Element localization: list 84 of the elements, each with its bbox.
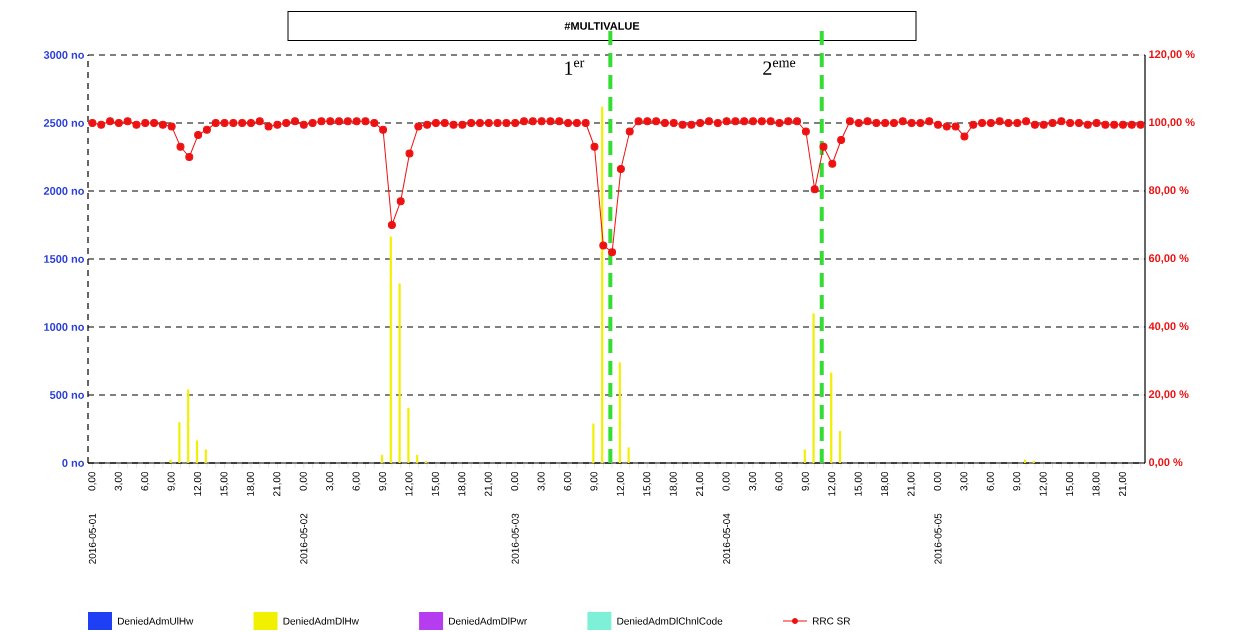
x-tick-label: 21,00 <box>1118 471 1128 497</box>
bar <box>178 422 181 463</box>
text: 2016-05-04 <box>723 513 731 564</box>
x-tick-label: 21,00 <box>484 471 493 497</box>
bar <box>204 449 207 463</box>
legend-label: RRC SR <box>812 617 851 625</box>
x-tick-label: 15,00 <box>1066 471 1075 496</box>
x-tick-label: 15,00 <box>643 471 652 496</box>
y2-tick-label: 100,00 % <box>1149 118 1195 128</box>
y2-tick-label: 40,00 % <box>1148 322 1189 332</box>
bar <box>407 407 410 463</box>
x-tick-label: 18,00 <box>1092 471 1101 496</box>
y2-tick-label: 80,00 % <box>1148 186 1189 196</box>
x-tick-label: 18,00 <box>881 471 890 496</box>
y-tick-label: 2000 no <box>43 187 85 195</box>
bar <box>812 313 815 463</box>
bar <box>389 236 392 463</box>
y-tick-label: 500 no <box>49 391 85 399</box>
bar <box>803 449 806 463</box>
y-tick-label: 1000 no <box>44 323 85 331</box>
x-tick-label: 12,00 <box>193 471 203 496</box>
text: 2016-05-03 <box>511 513 519 564</box>
x-tick-label: 3,00 <box>326 471 335 491</box>
x-tick-label: 0,00 <box>299 471 308 491</box>
x-tick-label: 3,00 <box>960 471 969 491</box>
bar <box>187 389 190 463</box>
x-tick-label: 9,00 <box>378 471 388 491</box>
bar <box>1032 460 1035 463</box>
x-tick-label: 6,00 <box>986 471 995 491</box>
x-tick-label: 9,00 <box>801 471 811 491</box>
bar <box>627 447 630 463</box>
x-tick-label: 21,00 <box>273 471 282 497</box>
bar <box>592 423 595 463</box>
y2-tick-label: 60,00 % <box>1148 254 1189 264</box>
y2-tick-label: 0,00 % <box>1148 458 1183 468</box>
text: 2016-05-05 <box>934 513 942 564</box>
x-tick-label: 21,00 <box>696 471 705 497</box>
ref-line-label: 2$^{eme}$ <box>763 60 796 75</box>
bar <box>169 459 172 463</box>
x-tick-label: 3,00 <box>748 471 758 491</box>
y2-tick-label: 120,00 % <box>1149 50 1195 60</box>
x-tick-label: 0,00 <box>511 471 520 491</box>
x-tick-label: 9,00 <box>167 471 176 491</box>
x-tick-label: 3,00 <box>114 471 123 491</box>
x-tick-label: 12,00 <box>616 471 626 496</box>
x-tick-label: 15,00 <box>220 471 229 496</box>
x-tick-label: 0,00 <box>88 471 97 491</box>
bar <box>195 440 199 463</box>
x-tick-label: 3,00 <box>537 471 546 491</box>
bar <box>618 362 621 463</box>
x-tick-label: 18,00 <box>458 471 467 496</box>
x-tick-label: 6,00 <box>141 471 150 491</box>
legend-label: DeniedAdmDlPwr <box>449 617 528 625</box>
bar <box>424 460 428 463</box>
x-tick-label: 6,00 <box>775 471 784 491</box>
x-tick-label: 9,00 <box>590 471 599 491</box>
x-tick-label: 6,00 <box>352 471 361 491</box>
x-tick-label: 6,00 <box>563 471 573 491</box>
text: 2016-05-01 <box>88 513 96 564</box>
chart-title: #MULTIVALUE <box>564 22 640 30</box>
x-tick-label: 15,00 <box>854 471 863 496</box>
legend-label: DeniedAdmDlHw <box>283 617 359 625</box>
x-tick-label: 21,00 <box>907 471 916 497</box>
y-tick-label: 2500 no <box>43 119 85 127</box>
bar <box>838 431 842 463</box>
legend-label: DeniedAdmDlChnlCode <box>617 617 723 625</box>
x-tick-label: 0,00 <box>722 471 731 491</box>
bar <box>398 283 401 463</box>
x-tick-label: 9,00 <box>1013 471 1022 491</box>
x-tick-label: 12,00 <box>1039 471 1048 496</box>
y-tick-label: 3000 no <box>43 51 85 59</box>
x-tick-label: 15,00 <box>431 471 441 496</box>
x-tick-label: 12,00 <box>828 471 837 496</box>
legend-label: DeniedAdmUlHw <box>118 617 194 625</box>
x-tick-label: 18,00 <box>246 471 256 496</box>
y2-tick-label: 20,00 % <box>1148 390 1189 400</box>
x-tick-label: 12,00 <box>405 471 414 496</box>
bar <box>830 372 833 463</box>
y-tick-label: 1500 no <box>44 255 85 263</box>
x-tick-label: 18,00 <box>669 471 678 496</box>
y-tick-label: 0 no <box>62 459 85 467</box>
ref-line-label: 1$^{er}$ <box>565 60 585 75</box>
text: 2016-05-02 <box>300 513 308 564</box>
x-tick-label: 0,00 <box>933 471 943 491</box>
